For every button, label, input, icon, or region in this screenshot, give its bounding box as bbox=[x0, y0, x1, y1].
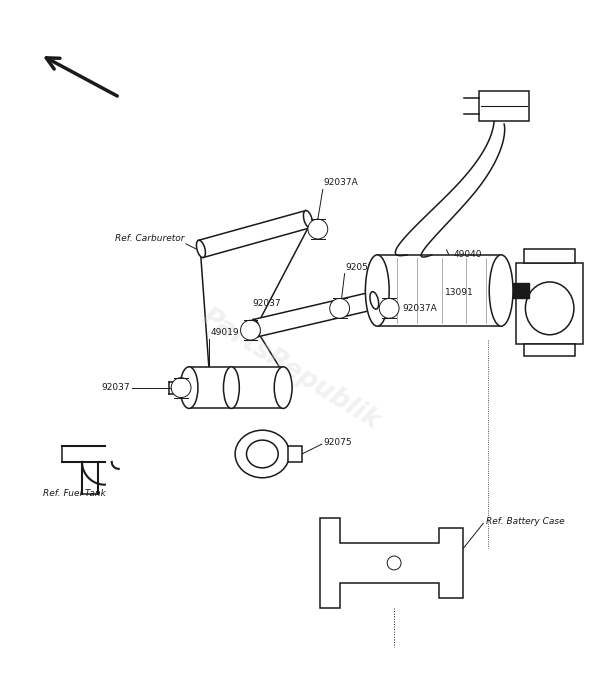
Text: 92037: 92037 bbox=[253, 299, 281, 308]
Polygon shape bbox=[189, 367, 283, 408]
Ellipse shape bbox=[274, 367, 292, 408]
Circle shape bbox=[241, 320, 260, 340]
Ellipse shape bbox=[370, 292, 379, 309]
Text: 92037A: 92037A bbox=[324, 178, 359, 187]
Polygon shape bbox=[516, 263, 583, 344]
Ellipse shape bbox=[365, 255, 389, 326]
Text: Ref. Carburetor: Ref. Carburetor bbox=[115, 234, 184, 243]
Text: 49019: 49019 bbox=[211, 328, 239, 337]
Polygon shape bbox=[253, 292, 376, 337]
Text: 92037: 92037 bbox=[101, 383, 130, 392]
Polygon shape bbox=[524, 249, 575, 263]
Ellipse shape bbox=[251, 319, 260, 337]
Ellipse shape bbox=[489, 255, 513, 326]
Ellipse shape bbox=[526, 282, 574, 334]
Ellipse shape bbox=[247, 440, 278, 468]
Polygon shape bbox=[524, 344, 575, 356]
Polygon shape bbox=[199, 211, 310, 258]
Text: Ref. Battery Case: Ref. Battery Case bbox=[486, 517, 565, 526]
Text: Ref. Fuel Tank: Ref. Fuel Tank bbox=[43, 489, 106, 498]
Ellipse shape bbox=[180, 367, 198, 408]
Polygon shape bbox=[377, 255, 501, 326]
Circle shape bbox=[330, 299, 350, 319]
Polygon shape bbox=[513, 283, 529, 299]
Circle shape bbox=[387, 556, 401, 570]
Polygon shape bbox=[320, 518, 463, 607]
Text: 92075: 92075 bbox=[324, 437, 352, 446]
Ellipse shape bbox=[196, 240, 205, 258]
Text: PartsRepublik: PartsRepublik bbox=[196, 304, 384, 435]
Ellipse shape bbox=[223, 367, 239, 408]
Ellipse shape bbox=[235, 430, 290, 477]
Polygon shape bbox=[479, 91, 529, 121]
Text: 92059: 92059 bbox=[346, 263, 374, 272]
Text: 92037A: 92037A bbox=[402, 304, 437, 313]
Polygon shape bbox=[288, 446, 302, 462]
Circle shape bbox=[379, 299, 399, 319]
Circle shape bbox=[171, 378, 191, 397]
Ellipse shape bbox=[304, 211, 313, 228]
Text: 13091: 13091 bbox=[445, 288, 473, 297]
Circle shape bbox=[308, 219, 328, 239]
Text: 49040: 49040 bbox=[454, 250, 482, 259]
